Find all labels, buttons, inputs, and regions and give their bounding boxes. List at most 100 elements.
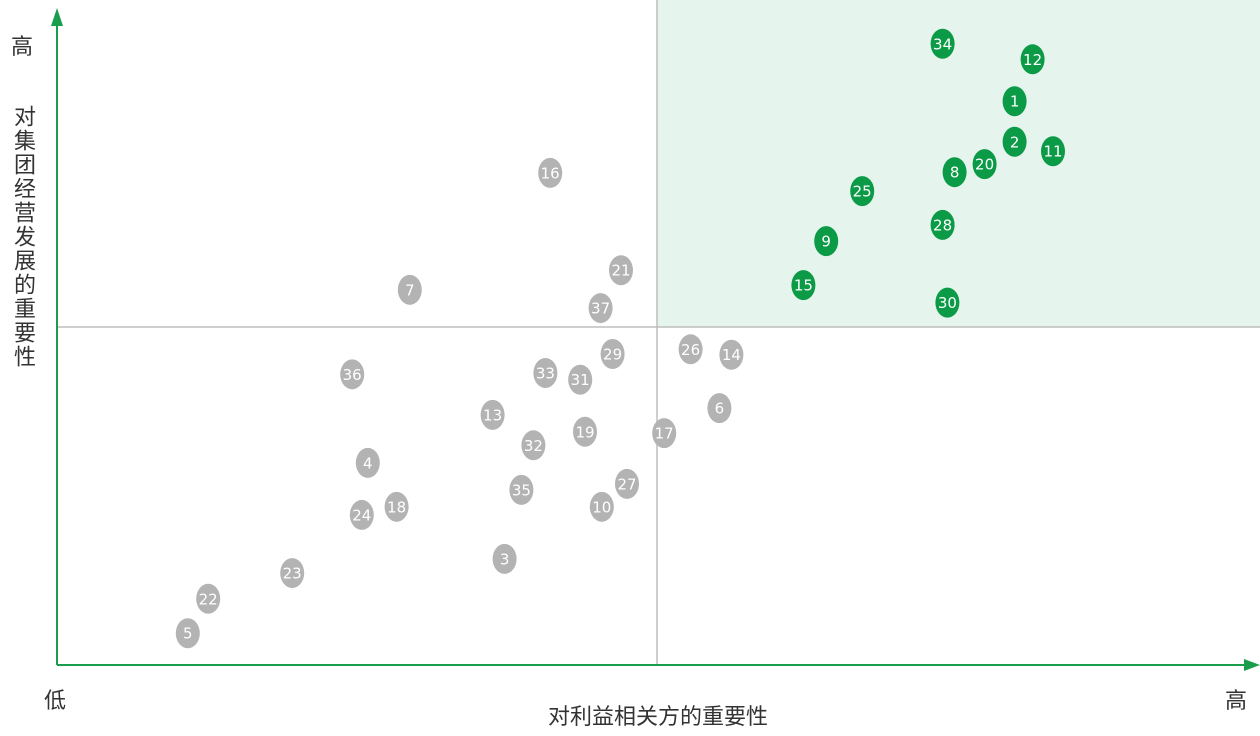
point-marker: [652, 418, 677, 449]
point-marker: [384, 491, 409, 522]
point-label: 12: [1023, 51, 1042, 69]
point-label: 37: [591, 300, 610, 318]
point-label: 10: [592, 498, 611, 516]
point: 24: [349, 499, 374, 530]
point-marker: [609, 255, 633, 286]
point-label: 1: [1010, 93, 1020, 111]
y-axis-arrow: [51, 8, 63, 26]
point-label: 34: [933, 35, 952, 53]
point-label: 32: [524, 437, 543, 455]
point: 9: [814, 226, 839, 257]
point-marker: [568, 364, 593, 395]
point: 32: [521, 430, 546, 461]
point-label: 35: [512, 481, 531, 499]
point-label: 23: [283, 565, 302, 583]
point: 31: [568, 364, 593, 395]
point: 37: [588, 293, 613, 324]
point-marker: [791, 270, 816, 301]
point-label: 8: [950, 164, 960, 182]
point: 33: [533, 357, 558, 388]
point-marker: [719, 339, 744, 370]
point-label: 3: [500, 550, 510, 568]
point: 26: [678, 334, 703, 365]
point-label: 16: [541, 164, 560, 182]
point: 2: [1002, 126, 1027, 157]
point-marker: [175, 618, 200, 649]
point: 16: [538, 157, 563, 188]
point-marker: [509, 474, 534, 505]
point-label: 15: [794, 277, 813, 295]
point: 25: [850, 176, 875, 207]
point: 35: [509, 474, 534, 505]
point-label: 21: [611, 262, 630, 280]
point-marker: [340, 359, 365, 390]
point-marker: [1002, 126, 1027, 157]
point: 34: [930, 28, 955, 59]
point-marker: [1002, 86, 1027, 117]
point-marker: [538, 157, 563, 188]
point: 3: [492, 543, 517, 574]
point: 20: [972, 149, 997, 180]
point-label: 36: [343, 366, 362, 384]
x-low-label: 低: [44, 689, 66, 714]
point-label: 7: [405, 281, 415, 299]
point-label: 25: [853, 183, 872, 201]
point: 5: [175, 618, 200, 649]
point-marker: [930, 209, 955, 240]
point: 19: [573, 416, 597, 447]
point-label: 17: [655, 425, 674, 443]
point: 13: [480, 399, 505, 430]
point-marker: [930, 28, 955, 59]
point: 6: [707, 393, 732, 424]
point-marker: [972, 149, 997, 180]
point-marker: [349, 499, 374, 530]
point: 8: [942, 157, 967, 188]
point-marker: [355, 447, 380, 478]
point: 29: [600, 339, 625, 370]
point: 27: [615, 468, 639, 499]
y-axis-label: 对集团经营发展的重要性: [10, 105, 36, 369]
point-label: 26: [681, 341, 700, 359]
point: 14: [719, 339, 744, 370]
point: 15: [791, 270, 816, 301]
point: 28: [930, 209, 955, 240]
point-marker: [678, 334, 703, 365]
point-label: 31: [571, 371, 590, 389]
point-marker: [573, 416, 597, 447]
point: 18: [384, 491, 409, 522]
point-marker: [521, 430, 546, 461]
point-label: 14: [722, 346, 741, 364]
point-label: 11: [1043, 143, 1062, 161]
point-label: 27: [617, 475, 636, 493]
point-marker: [280, 558, 305, 589]
x-axis-label: 对利益相关方的重要性: [548, 705, 768, 730]
point-label: 4: [363, 454, 373, 472]
x-high-label: 高: [1225, 689, 1247, 714]
point-label: 2: [1010, 133, 1020, 151]
point-label: 9: [821, 233, 831, 251]
point-marker: [850, 176, 875, 207]
point: 1: [1002, 86, 1027, 117]
point-marker: [600, 339, 625, 370]
point: 4: [355, 447, 380, 478]
point-marker: [707, 393, 732, 424]
point-label: 28: [933, 216, 952, 234]
point-marker: [615, 468, 639, 499]
point-label: 19: [575, 423, 594, 441]
point: 10: [589, 491, 614, 522]
point-label: 30: [938, 294, 957, 312]
point-marker: [533, 357, 558, 388]
point: 23: [280, 558, 305, 589]
point-label: 24: [352, 506, 371, 524]
point: 7: [397, 274, 422, 305]
point-label: 18: [387, 498, 406, 516]
point-marker: [942, 157, 967, 188]
point: 22: [196, 583, 221, 614]
point: 12: [1020, 44, 1045, 75]
point-marker: [196, 583, 221, 614]
point-marker: [1020, 44, 1045, 75]
point-marker: [935, 287, 960, 318]
point: 30: [935, 287, 960, 318]
point-label: 5: [183, 625, 193, 643]
